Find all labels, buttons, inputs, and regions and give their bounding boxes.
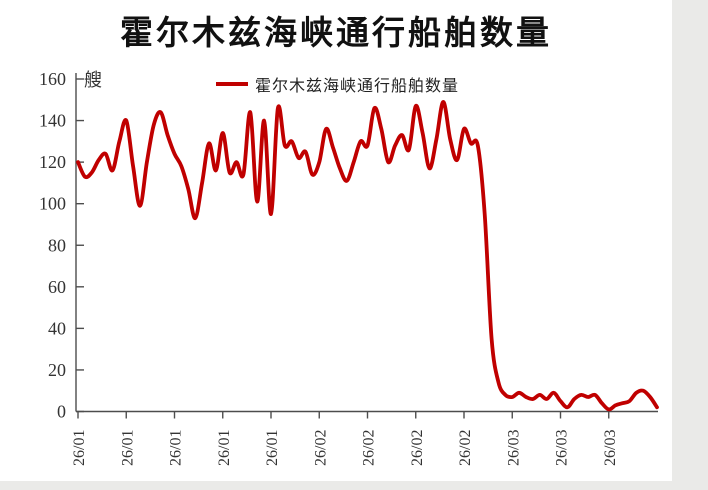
- legend-line-swatch: [216, 82, 248, 86]
- y-tick-label: 20: [48, 360, 66, 380]
- x-tick-label: 26/01: [71, 430, 88, 466]
- x-tick-label: 26/03: [602, 430, 619, 466]
- legend: 霍尔木兹海峡通行船舶数量: [216, 74, 460, 95]
- legend-label: 霍尔木兹海峡通行船舶数量: [255, 78, 460, 95]
- x-tick-label: 26/02: [457, 430, 474, 466]
- x-tick-label: 26/03: [554, 430, 571, 466]
- x-tick-label: 26/02: [312, 430, 329, 466]
- y-tick-label: 80: [48, 235, 66, 255]
- x-tick-label: 26/01: [168, 430, 185, 466]
- page-margin-bottom: [0, 481, 672, 490]
- x-tick-label: 26/02: [361, 430, 378, 466]
- x-tick-label: 26/02: [409, 430, 426, 466]
- y-tick-label: 120: [39, 152, 66, 172]
- y-axis-unit-label: 艘: [84, 70, 102, 90]
- series-line: [76, 100, 659, 412]
- y-tick-label: 0: [57, 402, 66, 422]
- x-tick-label: 26/03: [505, 430, 522, 466]
- y-tick-label: 140: [39, 111, 66, 131]
- y-tick-label: 40: [48, 318, 66, 338]
- x-tick-label: 26/01: [216, 430, 233, 466]
- page-margin-right: [672, 0, 708, 490]
- chart-title: 霍尔木兹海峡通行船舶数量: [120, 16, 552, 52]
- y-tick-label: 60: [48, 277, 66, 297]
- y-tick-label: 100: [39, 194, 66, 214]
- x-tick-label: 26/01: [264, 430, 281, 466]
- x-tick-label: 26/01: [119, 430, 136, 466]
- y-tick-label: 160: [39, 69, 66, 89]
